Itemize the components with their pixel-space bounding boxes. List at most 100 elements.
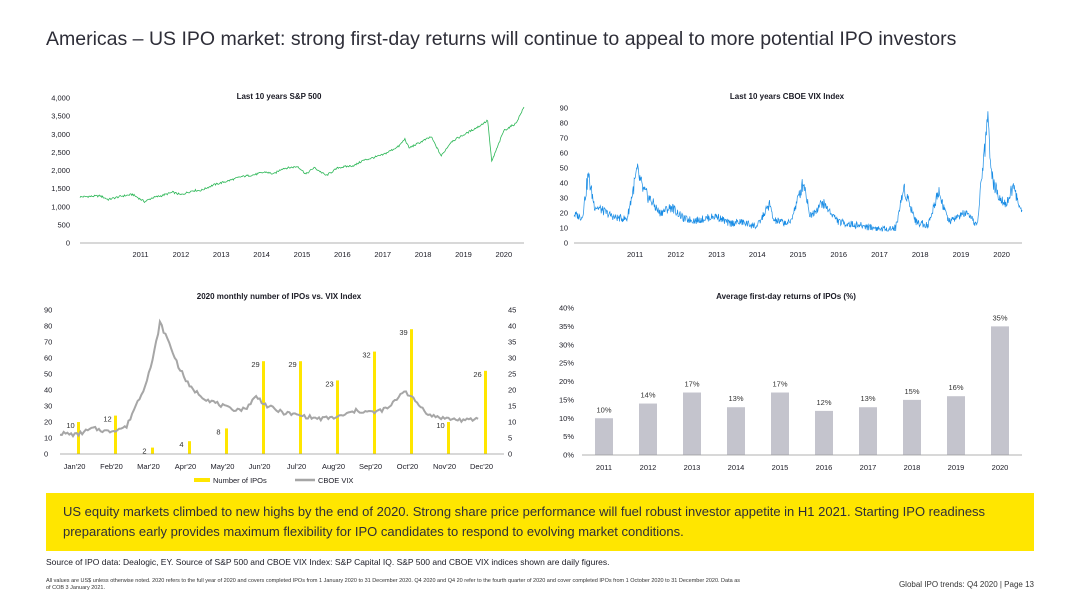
returns-bar <box>991 326 1009 455</box>
ipo-vix-x-tick: Jan'20 <box>64 462 86 471</box>
returns-bar-label: 35% <box>992 313 1007 322</box>
vix-chart-title: Last 10 years CBOE VIX Index <box>730 92 845 101</box>
sp500-x-tick: 2015 <box>294 250 311 259</box>
returns-bar <box>859 407 877 455</box>
ipo-bar-label: 23 <box>325 379 333 388</box>
returns-y-tick: 20% <box>559 377 574 386</box>
source-note: Source of IPO data: Dealogic, EY. Source… <box>46 557 610 567</box>
ipo-vix-y-left-tick: 20 <box>44 418 52 427</box>
ipo-bar-label: 29 <box>251 360 259 369</box>
sp500-x-tick: 2019 <box>455 250 472 259</box>
vix-x-tick: 2019 <box>953 250 970 259</box>
vix-x-tick: 2015 <box>790 250 807 259</box>
sp500-x-tick: 2013 <box>213 250 230 259</box>
sp500-x-tick: 2012 <box>173 250 190 259</box>
vix-y-tick: 40 <box>560 179 568 188</box>
returns-bar-label: 15% <box>904 387 919 396</box>
ipo-bar <box>77 422 80 454</box>
sp500-x-tick: 2018 <box>415 250 432 259</box>
returns-y-tick: 35% <box>559 322 574 331</box>
ipo-vix-y-left-tick: 70 <box>44 338 52 347</box>
returns-x-tick: 2017 <box>860 463 877 472</box>
ipo-bar-label: 10 <box>436 421 444 430</box>
ipo-vix-x-tick: Jun'20 <box>249 462 271 471</box>
vix-x-tick: 2020 <box>993 250 1010 259</box>
ipo-bar-label: 2 <box>142 447 146 456</box>
ipo-vix-y-left-tick: 80 <box>44 322 52 331</box>
vix-x-tick: 2011 <box>627 250 643 259</box>
vix-y-tick: 30 <box>560 194 568 203</box>
returns-y-tick: 30% <box>559 340 574 349</box>
ipo-vix-x-tick: Apr'20 <box>175 462 196 471</box>
vix-chart: Last 10 years CBOE VIX Index 0 10 20 30 40 50… <box>560 92 1023 259</box>
sp500-x-tick: 2014 <box>253 250 270 259</box>
returns-bar-label: 16% <box>948 383 963 392</box>
ipo-bar-label: 32 <box>362 351 370 360</box>
vix-x-tick: 2016 <box>830 250 847 259</box>
ipo-vix-x-tick: Nov'20 <box>433 462 456 471</box>
returns-bar-label: 13% <box>728 394 743 403</box>
vix-line <box>573 111 1023 232</box>
ipo-vix-y-right-tick: 35 <box>508 338 516 347</box>
ipo-vix-y-left-tick: 40 <box>44 386 52 395</box>
returns-bar-label: 13% <box>860 394 875 403</box>
ipo-vix-x-tick: Feb'20 <box>100 462 123 471</box>
vix-y-tick: 10 <box>560 224 568 233</box>
returns-x-tick: 2014 <box>728 463 745 472</box>
returns-x-tick: 2019 <box>948 463 965 472</box>
ipo-vix-y-right-tick: 30 <box>508 354 516 363</box>
ipo-vix-x-tick: Jul'20 <box>287 462 306 471</box>
ipo-bar-label: 26 <box>473 370 481 379</box>
summary-banner-text: US equity markets climbed to new highs b… <box>63 504 986 539</box>
returns-bar-label: 17% <box>684 380 699 389</box>
returns-bar <box>903 399 921 455</box>
ipo-vix-y-right-tick: 25 <box>508 370 516 379</box>
returns-x-tick: 2013 <box>684 463 701 472</box>
returns-x-tick: 2012 <box>640 463 657 472</box>
ipo-vix-y-left-tick: 0 <box>44 450 48 459</box>
sp500-y-tick: 2,000 <box>51 166 70 175</box>
sp500-line <box>79 106 525 204</box>
sp500-y-tick: 1,000 <box>51 202 70 211</box>
returns-x-tick: 2020 <box>992 463 1009 472</box>
ipo-vix-x-tick: May'20 <box>211 462 235 471</box>
ipo-bar <box>262 361 265 454</box>
ipo-vix-y-left-tick: 50 <box>44 370 52 379</box>
ipo-vix-x-tick: Aug'20 <box>322 462 345 471</box>
vix-x-tick: 2014 <box>749 250 766 259</box>
ipo-vix-chart: 2020 monthly number of IPOs vs. VIX Inde… <box>44 292 516 485</box>
ipo-vix-y-right-tick: 0 <box>508 450 512 459</box>
vix-x-tick: 2018 <box>912 250 929 259</box>
returns-x-tick: 2018 <box>904 463 921 472</box>
ipo-vix-y-right-tick: 10 <box>508 418 516 427</box>
returns-y-tick: 15% <box>559 395 574 404</box>
ipo-vix-x-tick: Oct'20 <box>397 462 418 471</box>
sp500-x-tick: 2011 <box>132 250 148 259</box>
ipo-vix-legend: Number of IPOs CBOE VIX <box>194 476 353 485</box>
returns-y-tick: 10% <box>559 414 574 423</box>
returns-bar-label: 12% <box>816 398 831 407</box>
returns-bar <box>683 392 701 455</box>
sp500-chart: Last 10 years S&P 500 0 500 1,000 1,500 2,00… <box>51 92 525 259</box>
vix-y-tick: 20 <box>560 209 568 218</box>
returns-bar <box>771 392 789 455</box>
footnotes: All values are US$ unless otherwise note… <box>46 578 741 591</box>
vix-y-tick: 70 <box>560 134 568 143</box>
returns-bar <box>727 407 745 455</box>
vix-y-tick: 60 <box>560 149 568 158</box>
legend-swatch-ipos <box>194 478 210 482</box>
ipo-bar-label: 8 <box>216 427 220 436</box>
ipo-vix-y-right-tick: 20 <box>508 386 516 395</box>
sp500-y-tick: 0 <box>66 239 70 248</box>
returns-y-tick: 25% <box>559 359 574 368</box>
legend-label-ipos: Number of IPOs <box>213 476 267 485</box>
returns-y-tick: 0% <box>563 451 574 460</box>
vix-x-tick: 2012 <box>667 250 684 259</box>
ipo-bar <box>373 351 376 454</box>
returns-x-tick: 2016 <box>816 463 833 472</box>
ipo-bar <box>225 428 228 454</box>
ipo-bar <box>188 441 191 454</box>
returns-bar-label: 10% <box>596 405 611 414</box>
ipo-vix-y-right-tick: 40 <box>508 322 516 331</box>
ipo-bar-label: 12 <box>103 415 111 424</box>
